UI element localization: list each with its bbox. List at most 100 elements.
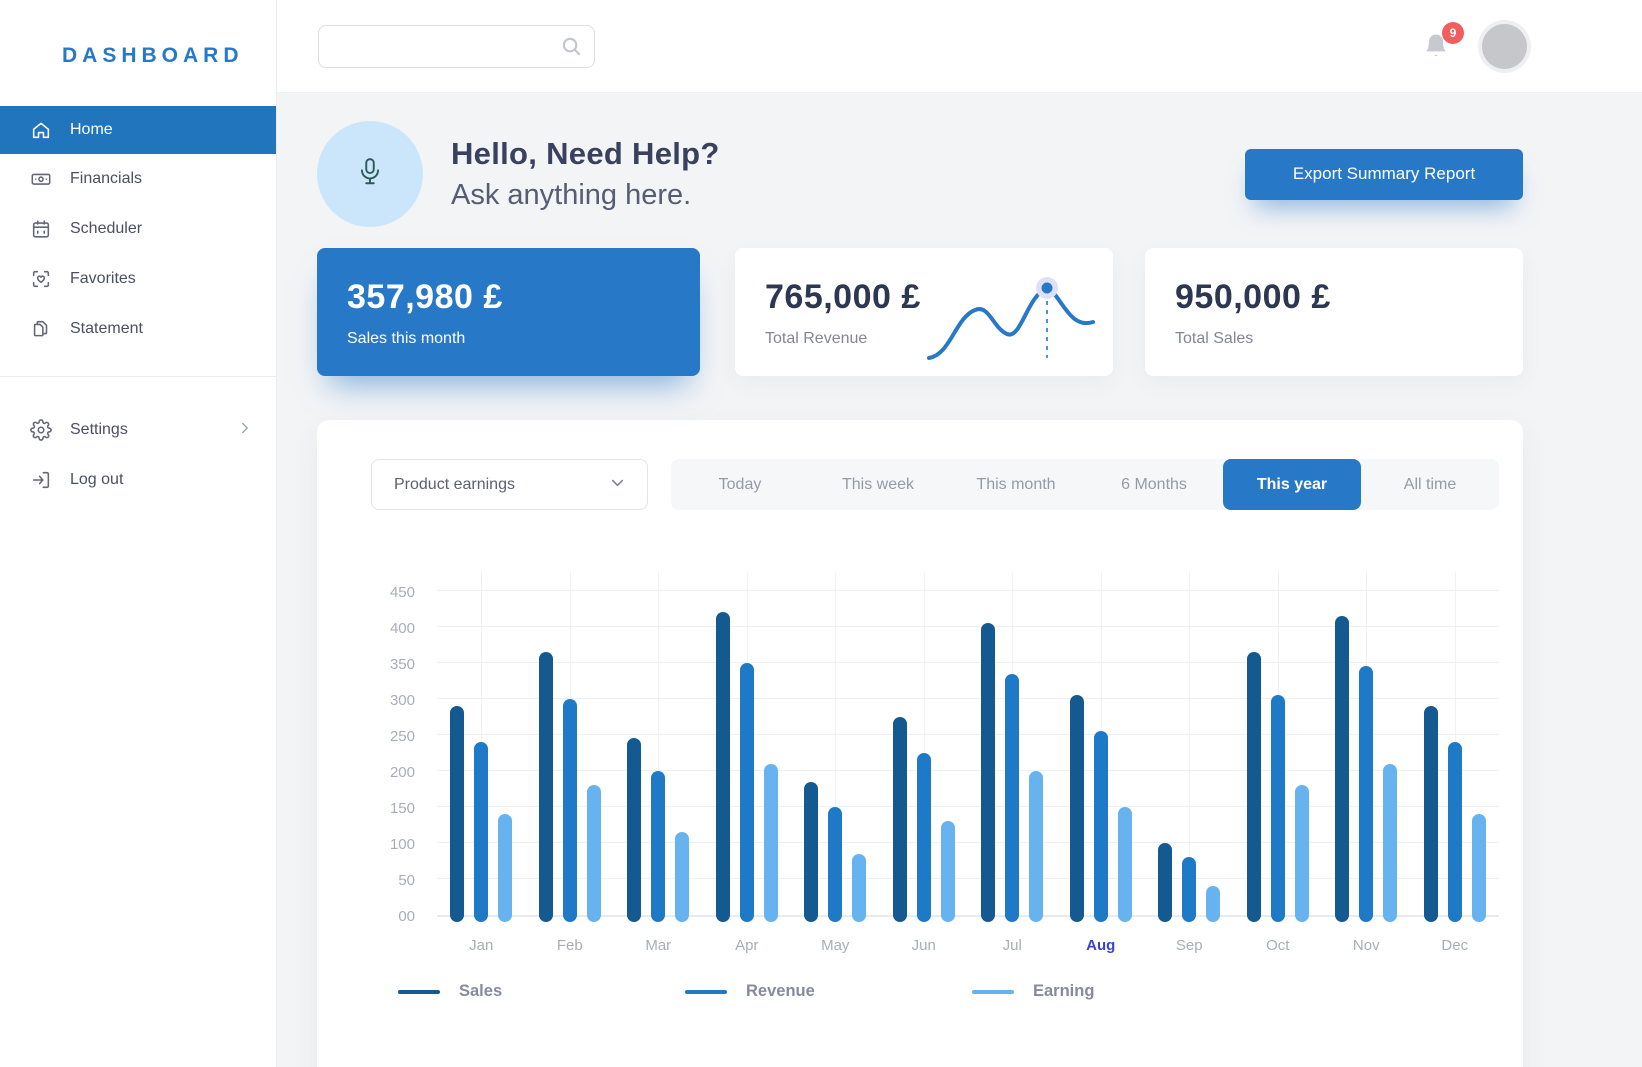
sidebar-item-home[interactable]: Home — [0, 106, 276, 154]
search-input[interactable] — [318, 25, 595, 68]
bar-earning-mar — [675, 832, 690, 922]
bar-group-mar — [614, 572, 703, 922]
bar-earning-feb — [586, 785, 601, 922]
bar-group-jan — [437, 572, 526, 922]
document-icon — [30, 318, 52, 340]
bar-revenue-aug — [1093, 731, 1108, 922]
y-tick: 350 — [389, 656, 415, 673]
logout-icon — [30, 469, 52, 491]
bar-group-nov — [1322, 572, 1411, 922]
card-label: Total Revenue — [765, 330, 868, 347]
bar-sales-may — [804, 781, 819, 922]
legend-item-revenue: Revenue — [685, 982, 972, 1001]
bar-sales-jun — [892, 716, 907, 922]
assistant-button[interactable] — [317, 121, 423, 227]
sidebar-item-logout[interactable]: Log out — [0, 455, 276, 505]
chart-legend: Sales Revenue Earning — [371, 982, 1499, 1001]
y-axis: 450 400 350 300 250 200 150 100 50 00 — [371, 572, 437, 925]
y-tick: 450 — [389, 584, 415, 601]
sidebar-item-settings[interactable]: Settings — [0, 405, 276, 455]
export-summary-report-button[interactable]: Export Summary Report — [1245, 148, 1523, 200]
sidebar-item-label: Log out — [70, 471, 124, 488]
card-value: 357,980 £ — [347, 278, 503, 316]
gridline — [437, 878, 1499, 879]
x-label-jan: Jan — [469, 937, 494, 954]
notification-badge: 9 — [1442, 22, 1464, 44]
sidebar-item-scheduler[interactable]: Scheduler — [0, 204, 276, 254]
calendar-icon — [30, 218, 52, 240]
sidebar-item-favorites[interactable]: Favorites — [0, 254, 276, 304]
tab-this-month[interactable]: This month — [976, 476, 1056, 493]
bar-revenue-oct — [1270, 695, 1285, 922]
bar-earning-jul — [1029, 770, 1044, 922]
sidebar-item-label: Statement — [70, 320, 143, 337]
bar-group-may — [791, 572, 880, 922]
bar-revenue-jul — [1005, 673, 1020, 922]
bar-revenue-dec — [1447, 742, 1462, 922]
gridline — [1189, 572, 1191, 915]
sidebar-item-financials[interactable]: Financials — [0, 154, 276, 204]
gridline — [437, 770, 1499, 771]
gridline — [835, 572, 837, 915]
sidebar-item-label: Settings — [70, 421, 128, 438]
chevron-down-icon — [608, 473, 627, 497]
gridline — [437, 806, 1499, 807]
bar-revenue-jun — [916, 752, 931, 922]
y-tick: 400 — [389, 620, 415, 637]
bar-earning-jan — [498, 814, 513, 922]
bar-sales-apr — [715, 612, 730, 922]
revenue-sparkline — [927, 277, 1095, 360]
time-filter-tabs: Today This week This month 6 Months This… — [671, 459, 1499, 510]
gridline — [437, 698, 1499, 699]
card-label: Total Sales — [1175, 330, 1254, 347]
legend-item-earning: Earning — [972, 982, 1259, 1001]
earnings-panel: Product earnings Today This week This mo… — [317, 420, 1523, 1067]
tab-this-year[interactable]: This year — [1223, 459, 1361, 510]
y-tick: 00 — [398, 908, 415, 925]
card-value: 765,000 £ — [765, 278, 921, 316]
total-sales-card: 950,000 £ Total Sales — [1145, 248, 1523, 376]
bar-group-apr — [703, 572, 792, 922]
sidebar-item-statement[interactable]: Statement — [0, 304, 276, 354]
app-logo: DASHBOARD — [62, 44, 244, 67]
bar-sales-nov — [1335, 616, 1350, 922]
total-revenue-card: 765,000 £ Total Revenue — [735, 248, 1113, 376]
y-tick: 100 — [389, 836, 415, 853]
main-content: Hello, Need Help? Ask anything here. Exp… — [277, 93, 1642, 1067]
notifications-button[interactable]: 9 — [1422, 22, 1464, 66]
tab-all-time[interactable]: All time — [1403, 476, 1457, 493]
sidebar-divider — [0, 376, 276, 377]
bar-sales-oct — [1246, 652, 1261, 922]
chevron-right-icon — [236, 419, 254, 442]
bar-group-aug — [1057, 572, 1146, 922]
legend-item-sales: Sales — [398, 982, 685, 1001]
stat-cards: 357,980 £ Sales this month 765,000 £ Tot… — [317, 248, 1523, 376]
tab-6-months[interactable]: 6 Months — [1121, 476, 1187, 493]
product-earnings-dropdown[interactable]: Product earnings — [371, 459, 648, 510]
bar-earning-apr — [763, 763, 778, 922]
y-tick: 50 — [398, 872, 415, 889]
tab-this-week[interactable]: This week — [841, 476, 915, 493]
gear-icon — [30, 419, 52, 441]
y-tick: 150 — [389, 800, 415, 817]
gridline — [658, 572, 660, 915]
tab-today[interactable]: Today — [718, 476, 762, 493]
bar-earning-sep — [1206, 886, 1221, 922]
x-axis-labels: Jan Feb Mar Apr May Jun Jul Aug Sep Oct Nov Dec — [437, 937, 1499, 954]
search-wrap — [318, 25, 595, 68]
x-label-oct: Oct — [1266, 937, 1290, 954]
x-label-sep: Sep — [1175, 937, 1203, 954]
bar-group-jun — [880, 572, 969, 922]
sales-this-month-card: 357,980 £ Sales this month — [317, 248, 700, 376]
gridline — [437, 590, 1499, 591]
legend-label: Sales — [459, 982, 503, 1000]
avatar[interactable] — [1482, 24, 1527, 69]
gridline — [923, 572, 925, 915]
legend-label: Revenue — [746, 982, 815, 1000]
bell-icon — [1422, 34, 1450, 64]
card-value: 950,000 £ — [1175, 278, 1331, 316]
sidebar: DASHBOARD Home Financials Scheduler — [0, 0, 277, 1067]
sidebar-item-label: Favorites — [70, 270, 136, 287]
search-icon — [560, 35, 583, 58]
sidebar-item-label: Financials — [70, 170, 143, 187]
